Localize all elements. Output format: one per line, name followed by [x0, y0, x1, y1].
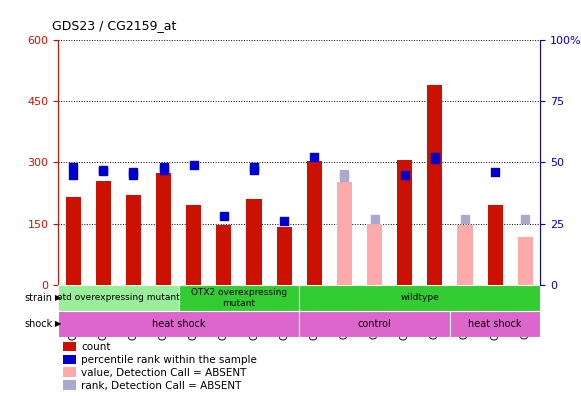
Point — [129, 169, 138, 175]
Text: GDS23 / CG2159_at: GDS23 / CG2159_at — [52, 19, 177, 32]
Bar — [397, 160, 413, 285]
Bar — [450, 285, 480, 286]
Text: heat shock: heat shock — [152, 319, 206, 329]
Bar — [186, 205, 201, 285]
Bar — [179, 285, 209, 286]
Text: OTX2 overexpressing
mutant: OTX2 overexpressing mutant — [191, 288, 287, 308]
Point — [370, 216, 379, 222]
Point — [521, 216, 530, 222]
Bar — [96, 181, 111, 285]
Bar — [487, 205, 503, 285]
Point — [490, 169, 500, 175]
Bar — [66, 197, 81, 285]
Text: strain: strain — [24, 293, 52, 303]
Bar — [480, 285, 510, 286]
Text: ▶: ▶ — [55, 293, 62, 303]
Bar — [299, 285, 540, 311]
Point — [430, 154, 439, 161]
Bar — [58, 285, 179, 311]
Point — [340, 171, 349, 177]
Bar — [58, 311, 299, 337]
Bar — [510, 285, 540, 286]
Bar — [360, 285, 390, 286]
Text: heat shock: heat shock — [468, 319, 522, 329]
Bar — [277, 227, 292, 285]
Point — [279, 218, 289, 225]
Bar — [58, 285, 88, 286]
Bar — [337, 182, 352, 285]
Bar — [427, 85, 442, 285]
Bar — [246, 199, 261, 285]
Point — [310, 154, 319, 161]
Bar — [457, 225, 472, 285]
Text: ▶: ▶ — [55, 319, 62, 328]
Bar — [329, 285, 360, 286]
Point — [249, 164, 259, 170]
Point — [219, 213, 228, 219]
Point — [249, 167, 259, 173]
Bar — [216, 225, 231, 285]
Bar — [179, 285, 299, 311]
Text: shock: shock — [24, 319, 52, 329]
Text: wildtype: wildtype — [400, 293, 439, 303]
Point — [69, 164, 78, 170]
Bar — [518, 237, 533, 285]
Bar — [299, 311, 450, 337]
Bar — [126, 195, 141, 285]
Point — [340, 174, 349, 180]
Legend: count, percentile rank within the sample, value, Detection Call = ABSENT, rank, : count, percentile rank within the sample… — [63, 342, 257, 390]
Bar — [119, 285, 149, 286]
Bar — [149, 285, 179, 286]
Point — [430, 156, 439, 162]
Point — [189, 162, 198, 168]
Point — [129, 172, 138, 179]
Point — [460, 216, 469, 222]
Text: otd overexpressing mutant: otd overexpressing mutant — [57, 293, 180, 303]
Bar — [367, 224, 382, 285]
Point — [99, 168, 108, 175]
Bar — [307, 161, 322, 285]
Bar — [88, 285, 119, 286]
Bar — [390, 285, 420, 286]
Bar — [209, 285, 239, 286]
Point — [159, 164, 168, 170]
Bar — [269, 285, 299, 286]
Bar — [420, 285, 450, 286]
Bar — [239, 285, 269, 286]
Bar — [450, 311, 540, 337]
Text: control: control — [358, 319, 392, 329]
Bar — [299, 285, 329, 286]
Point — [159, 167, 168, 173]
Point — [99, 167, 108, 173]
Bar — [156, 173, 171, 285]
Point — [69, 171, 78, 178]
Point — [400, 171, 410, 178]
